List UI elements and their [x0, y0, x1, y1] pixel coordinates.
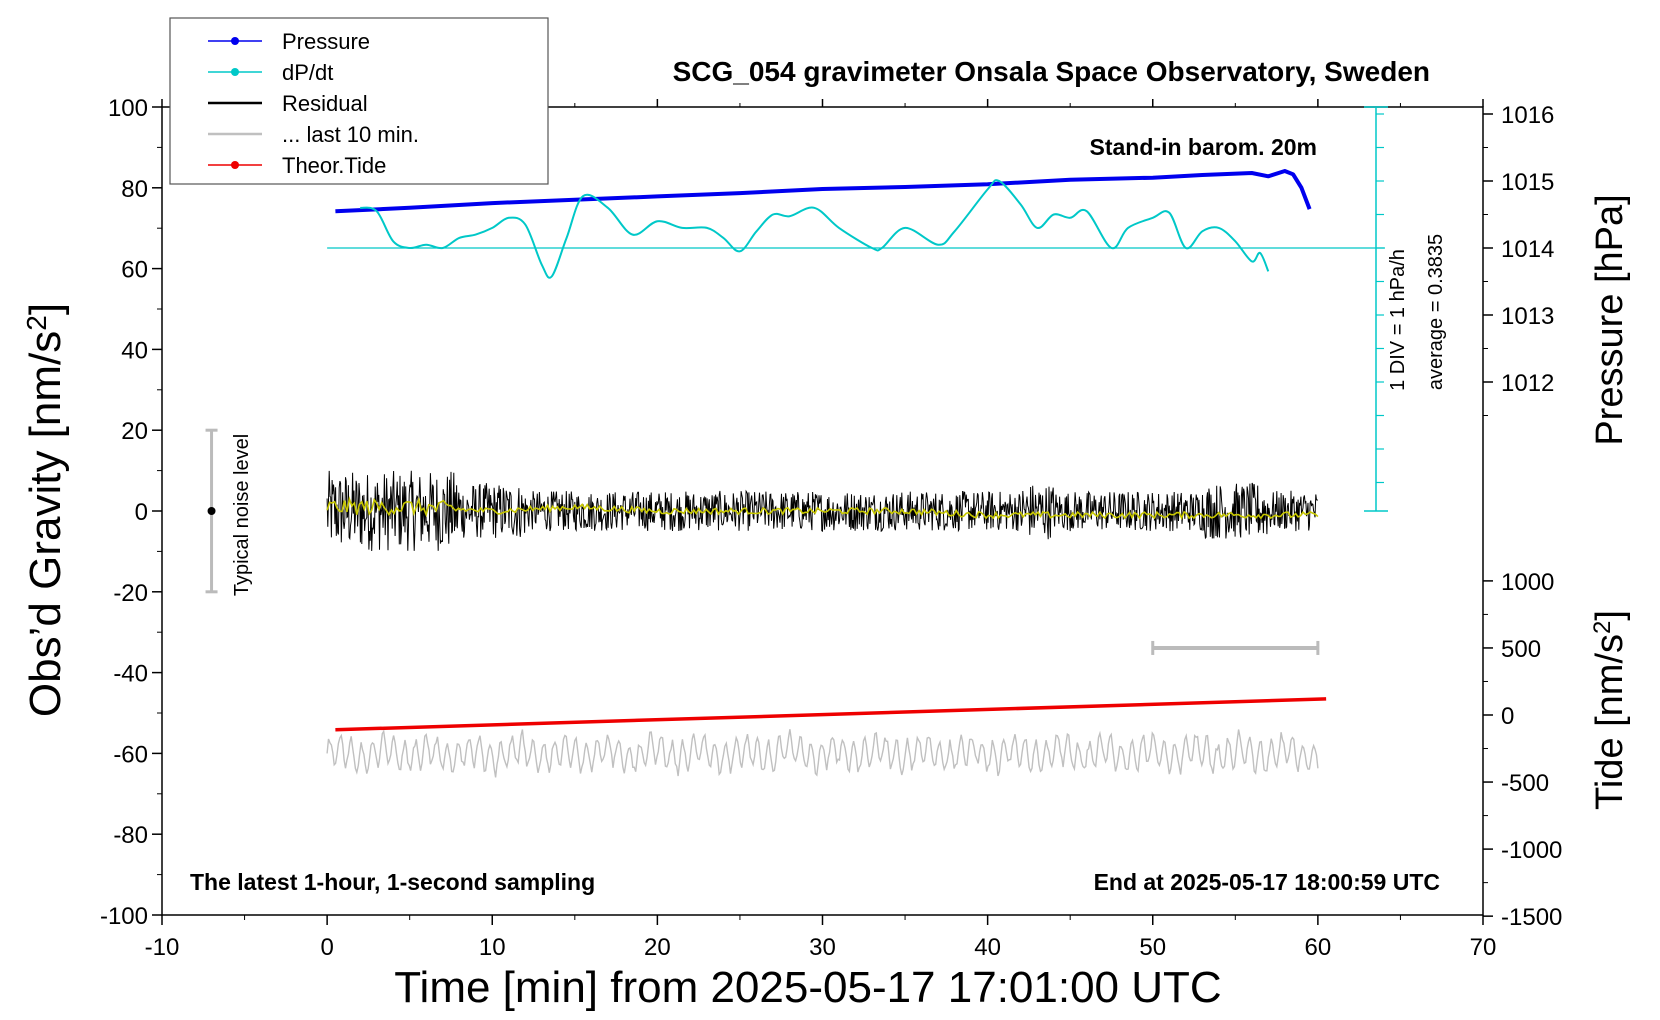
x-tick-label: 50 [1139, 934, 1166, 961]
residual-line [326, 470, 1319, 552]
x-tick-label: -10 [145, 934, 180, 961]
legend-label: Residual [282, 91, 368, 116]
end-at-annotation: End at 2025-05-17 18:00:59 UTC [1094, 869, 1440, 895]
x-tick-label: 10 [479, 934, 506, 961]
y-tick-label: -100 [100, 903, 148, 930]
pressure-tick-label: 1016 [1501, 102, 1554, 129]
stand-in-annotation: Stand-in barom. 20m [1090, 134, 1317, 160]
x-tick-label: 20 [644, 934, 671, 961]
theor-tide-line [335, 697, 1327, 732]
tide-tick-label: -1500 [1501, 904, 1562, 931]
x-tick-label: 0 [320, 934, 333, 961]
legend-label: dP/dt [282, 60, 333, 85]
legend-marker [231, 37, 239, 45]
pressure-line [335, 169, 1312, 214]
tide-tick-label: 0 [1501, 703, 1514, 730]
average-label: average = 0.3835 [1425, 234, 1447, 390]
x-tick-label: 30 [809, 934, 836, 961]
y-tick-label: -40 [113, 661, 148, 688]
pressure-tick-label: 1014 [1501, 236, 1554, 263]
axes: -10 0 10 20 30 40 50 60 70100806040200-20-40-60-… [100, 95, 1562, 961]
latest-hour-annotation: The latest 1-hour, 1-second sampling [190, 869, 595, 895]
residual-smoothed-line [326, 496, 1319, 521]
last-10-min-line [326, 729, 1319, 778]
x-tick-label: 70 [1470, 934, 1497, 961]
legend-label: Theor.Tide [282, 153, 386, 178]
x-tick-label: 60 [1305, 934, 1332, 961]
y-tick-label: 20 [121, 418, 148, 445]
tide-axis-title-sup: 2 [1589, 621, 1616, 634]
div-label: 1 DIV = 1 hPa/h [1387, 249, 1409, 391]
noise-label: Typical noise level [231, 434, 253, 596]
y-tick-label: 60 [121, 257, 148, 284]
y-axis-title-close: ] [21, 303, 70, 315]
y-tick-label: 80 [121, 176, 148, 203]
legend-label: ... last 10 min. [282, 122, 419, 147]
tide-axis-title: Tide [nm/s2] [1589, 610, 1631, 810]
legend-label: Pressure [282, 29, 370, 54]
y-tick-label: 100 [108, 95, 148, 122]
y-tick-label: -80 [113, 822, 148, 849]
x-tick-label: 40 [974, 934, 1001, 961]
x-axis-title: Time [min] from 2025-05-17 17:01:00 UTC [394, 963, 1221, 1012]
y-axis-title-sup: 2 [21, 315, 52, 331]
noise-bar-center [207, 507, 216, 515]
dpdt-line [359, 179, 1270, 279]
pressure-tick-label: 1015 [1501, 169, 1554, 196]
tide-axis-title-main: Tide [nm/s [1589, 634, 1631, 810]
y-tick-label: 0 [135, 499, 148, 526]
legend: Pressure dP/dt Residual ... last 10 min. The… [169, 17, 549, 185]
pressure-tick-label: 1012 [1501, 370, 1554, 397]
chart-title: SCG_054 gravimeter Onsala Space Observat… [673, 56, 1430, 87]
legend-box [169, 17, 549, 185]
y-tick-label: 40 [121, 337, 148, 364]
tide-tick-label: -1000 [1501, 837, 1562, 864]
tide-tick-label: 1000 [1501, 569, 1554, 596]
pressure-tick-label: 1013 [1501, 303, 1554, 330]
y-tick-label: -60 [113, 741, 148, 768]
tide-axis-title-close: ] [1589, 610, 1631, 621]
tide-tick-label: -500 [1501, 770, 1549, 797]
y-axis-title: Obs’d Gravity [nm/s2] [21, 303, 70, 717]
legend-marker [231, 68, 239, 76]
tide-tick-label: 500 [1501, 636, 1541, 663]
series-layer [205, 106, 1388, 778]
y-tick-label: -20 [113, 580, 148, 607]
pressure-axis-title: Pressure [hPa] [1589, 194, 1631, 445]
y-axis-title-main: Obs’d Gravity [nm/s [21, 331, 70, 717]
legend-marker [231, 161, 239, 169]
